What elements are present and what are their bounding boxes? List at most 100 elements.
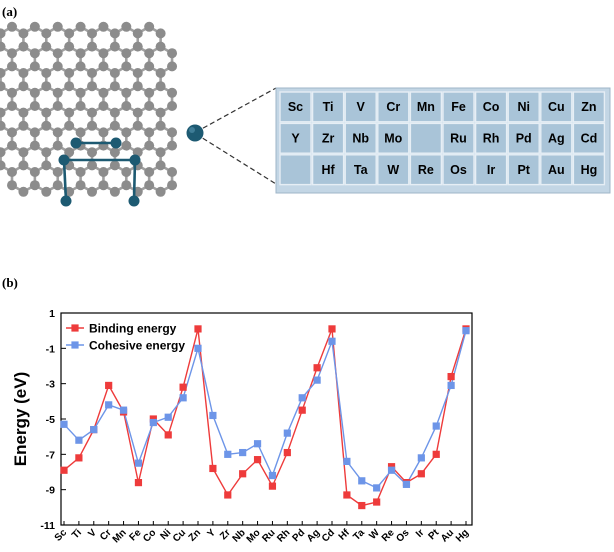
x-tick-label: Hf bbox=[337, 527, 353, 543]
periodic-cell bbox=[409, 122, 443, 154]
data-point bbox=[90, 426, 98, 434]
carbon-atom bbox=[64, 107, 75, 118]
carbon-atom bbox=[132, 68, 143, 78]
element-symbol: Os bbox=[450, 163, 467, 177]
carbon-atom bbox=[29, 140, 40, 151]
data-point bbox=[179, 383, 187, 391]
periodic-cell bbox=[377, 91, 410, 123]
carbon-atom bbox=[0, 120, 6, 131]
carbon-atom bbox=[155, 186, 166, 197]
element-symbol: W bbox=[387, 163, 399, 177]
data-point bbox=[328, 337, 336, 345]
carbon-atom bbox=[18, 120, 29, 131]
carbon-atom bbox=[0, 81, 6, 92]
element-symbol: V bbox=[357, 100, 366, 114]
periodic-cell bbox=[474, 91, 508, 123]
element-symbol: Mo bbox=[384, 132, 402, 146]
metal-atom-icon bbox=[186, 124, 204, 142]
carbon-atoms bbox=[0, 21, 178, 197]
series-layer bbox=[60, 325, 470, 510]
periodic-cell bbox=[442, 122, 475, 154]
y-tick-label: -9 bbox=[46, 485, 55, 497]
periodic-cell bbox=[540, 154, 573, 186]
y-axis-ticks: 1 -1 -3 -5 -7 -9 -11 bbox=[40, 308, 66, 532]
graphene-lattice bbox=[0, 21, 178, 207]
zoom-line-bottom bbox=[195, 133, 277, 185]
element-symbol: Sc bbox=[288, 100, 303, 114]
metal-atom bbox=[110, 137, 122, 149]
data-point bbox=[462, 327, 470, 335]
element-symbol: Hf bbox=[321, 163, 335, 177]
x-tick-label: Co bbox=[141, 527, 158, 544]
y-tick-label: -1 bbox=[46, 343, 55, 355]
carbon-atom bbox=[0, 107, 6, 118]
carbon-atom bbox=[87, 186, 98, 197]
carbon-atom bbox=[132, 28, 143, 39]
carbon-atom bbox=[29, 48, 40, 59]
carbon-atom bbox=[52, 61, 63, 72]
carbon-atom bbox=[75, 127, 86, 138]
periodic-cell bbox=[572, 122, 606, 154]
zoom-line-top bbox=[195, 87, 277, 133]
x-tick-label: Ni bbox=[158, 527, 173, 542]
carbon-atom bbox=[109, 107, 120, 118]
data-point bbox=[298, 406, 306, 414]
carbon-atom bbox=[167, 101, 178, 111]
carbon-atom bbox=[121, 180, 132, 191]
carbon-atom bbox=[98, 61, 109, 72]
carbon-atom bbox=[18, 28, 29, 39]
carbon-atom bbox=[121, 61, 132, 72]
carbon-atom bbox=[109, 120, 120, 131]
element-symbol: Rh bbox=[483, 132, 500, 146]
data-point bbox=[149, 418, 157, 427]
carbon-atom bbox=[155, 147, 166, 158]
carbon-atom bbox=[144, 87, 155, 98]
carbon-atom bbox=[29, 180, 40, 191]
element-symbol: Au bbox=[548, 163, 565, 177]
x-tick-label: Zn bbox=[187, 527, 203, 543]
panel-a-label: (a) bbox=[2, 4, 17, 19]
carbon-atom bbox=[75, 87, 86, 98]
metal-atom bbox=[70, 137, 82, 149]
element-symbol: Fe bbox=[451, 100, 466, 114]
carbon-atom bbox=[121, 127, 132, 138]
carbon-atom bbox=[144, 180, 155, 191]
carbon-atom bbox=[75, 21, 86, 32]
legend-marker bbox=[71, 324, 79, 332]
carbon-atom bbox=[155, 107, 166, 118]
carbon-atom bbox=[75, 167, 86, 177]
data-point bbox=[253, 440, 262, 448]
carbon-atom bbox=[167, 61, 178, 72]
data-point bbox=[447, 373, 455, 381]
carbon-atom bbox=[132, 81, 143, 92]
periodic-cell bbox=[344, 154, 377, 186]
data-point bbox=[358, 477, 366, 485]
carbon-atom bbox=[41, 68, 52, 78]
carbon-atom bbox=[7, 21, 17, 32]
periodic-cell bbox=[474, 154, 508, 186]
x-tick-label: Y bbox=[206, 527, 219, 540]
carbon-atom bbox=[132, 107, 143, 118]
carbon-atom bbox=[52, 48, 63, 59]
carbon-atom bbox=[41, 107, 52, 118]
y-tick-label: -7 bbox=[46, 449, 55, 461]
data-point bbox=[283, 429, 291, 437]
data-point bbox=[179, 394, 187, 402]
carbon-atom bbox=[155, 68, 166, 78]
carbon-atom bbox=[64, 28, 75, 39]
data-point bbox=[239, 470, 247, 478]
carbon-atom bbox=[98, 48, 109, 59]
element-symbol: Co bbox=[483, 100, 500, 114]
carbon-atom bbox=[121, 101, 132, 111]
carbon-atom bbox=[121, 21, 132, 32]
series-line bbox=[63, 330, 467, 489]
data-point bbox=[253, 456, 262, 464]
carbon-atom bbox=[109, 186, 120, 197]
carbon-atom bbox=[64, 81, 75, 92]
periodic-cell bbox=[409, 154, 443, 186]
element-symbol: Cd bbox=[581, 132, 598, 146]
carbon-atom bbox=[75, 180, 86, 191]
metal-atoms bbox=[58, 137, 141, 207]
data-point bbox=[447, 381, 455, 390]
carbon-atom bbox=[109, 160, 120, 171]
